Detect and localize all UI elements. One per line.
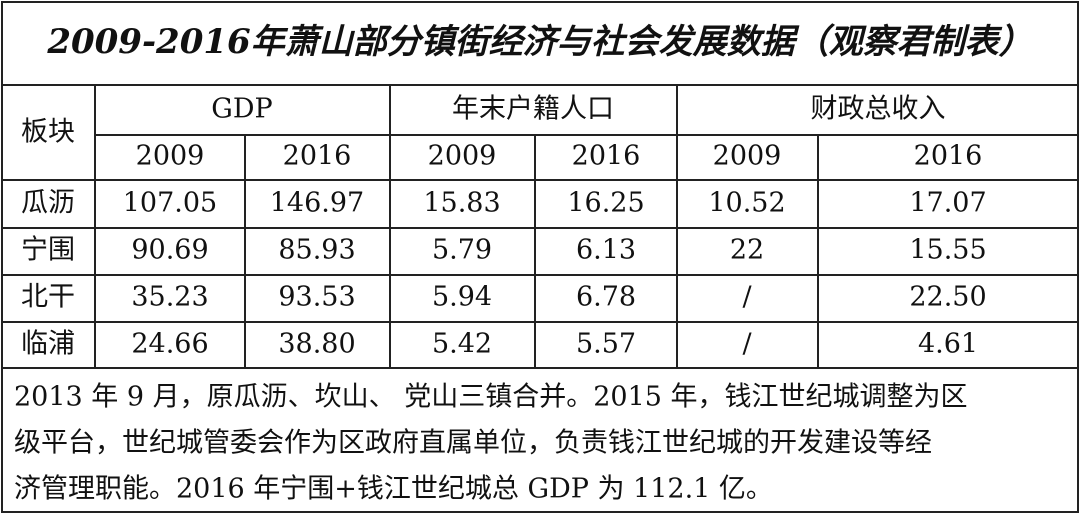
table-cell: 5.57 [576,329,636,360]
table-title: 2009-2016年萧山部分镇街经济与社会发展数据（观察君制表） [46,22,1032,62]
row-label: 临浦 [21,329,75,360]
year-header: 2009 [428,141,497,172]
table-cell: / [742,329,752,360]
table-cell: 35.23 [131,282,208,313]
table-cell: 22 [730,235,764,266]
row-label: 瓜沥 [21,188,75,219]
note-line: 济管理职能。2016 年宁围+钱江世纪城总 GDP 为 112.1 亿。 [14,474,773,505]
year-header: 2016 [283,141,352,172]
table-cell: 22.50 [909,282,986,313]
table-cell: 10.52 [708,188,785,219]
year-header: 2009 [713,141,782,172]
table-cell: 85.93 [278,235,355,266]
table-cell: 15.83 [423,188,500,219]
row-label: 宁围 [21,235,75,266]
table-cell: 5.42 [432,329,492,360]
year-header: 2016 [914,141,983,172]
year-header: 2009 [136,141,205,172]
group-header: 年末户籍人口 [452,94,614,125]
note-line: 2013 年 9 月，原瓜沥、坎山、 党山三镇合并。2015 年，钱江世纪城调整… [14,382,968,413]
table-cell: 5.79 [432,235,492,266]
table-cell: 15.55 [909,235,986,266]
note-line: 级平台，世纪城管委会作为区政府直属单位，负责钱江世纪城的开发建设等经 [14,428,932,459]
table-cell: 107.05 [123,188,217,219]
year-header: 2016 [572,141,641,172]
corner-header: 板块 [21,117,75,148]
table-cell: 5.94 [432,282,492,313]
table-cell: 17.07 [909,188,986,219]
table-cell: 38.80 [278,329,355,360]
table-cell: 6.13 [576,235,636,266]
table-cell: 93.53 [278,282,355,313]
table-cell: 4.61 [918,329,978,360]
row-label: 北干 [21,282,75,313]
table-cell: 146.97 [270,188,364,219]
table-cell: 16.25 [567,188,644,219]
table-cell: 24.66 [131,329,208,360]
table-cell: 90.69 [131,235,208,266]
group-header: 财政总收入 [811,94,946,125]
table-cell: 6.78 [576,282,636,313]
table-cell: / [742,282,752,313]
group-header: GDP [211,94,272,125]
